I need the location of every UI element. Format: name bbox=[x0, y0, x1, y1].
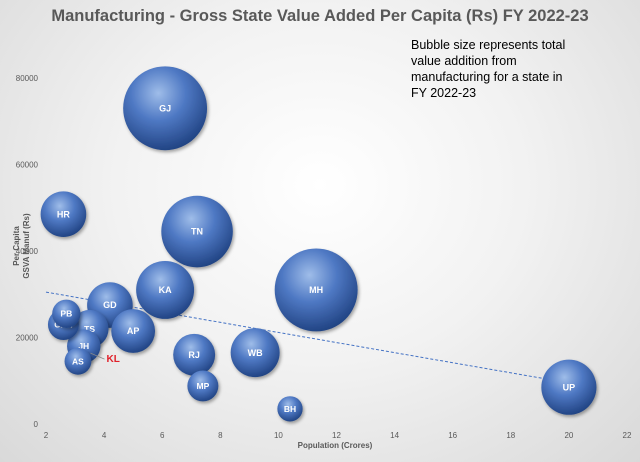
bubble-label-bh: BH bbox=[284, 404, 296, 414]
bubble-tn bbox=[161, 195, 233, 268]
y-tick-label: 60000 bbox=[16, 161, 39, 170]
x-tick-label: 18 bbox=[506, 431, 515, 440]
bubble-label-ts: TS bbox=[84, 324, 95, 334]
bubble-gj bbox=[123, 66, 208, 151]
chart-title: Manufacturing - Gross State Value Added … bbox=[51, 7, 589, 25]
y-tick-label: 80000 bbox=[16, 74, 39, 83]
bubble-ap bbox=[111, 309, 156, 353]
bubble-label-gj: GJ bbox=[159, 103, 171, 113]
bubble-mh bbox=[274, 248, 358, 332]
bubble-ka bbox=[136, 260, 195, 319]
bubble-label-mp: MP bbox=[196, 381, 209, 391]
x-tick-label: 10 bbox=[274, 431, 283, 440]
x-tick-label: 22 bbox=[623, 431, 632, 440]
bubble-label-rj: RJ bbox=[188, 350, 200, 360]
x-tick-label: 12 bbox=[332, 431, 341, 440]
bubble-as bbox=[64, 347, 92, 375]
bubble-label-wb: WB bbox=[248, 348, 263, 358]
x-tick-label: 8 bbox=[218, 431, 223, 440]
bubble-wb bbox=[230, 328, 280, 378]
x-tick-label: 2 bbox=[44, 431, 49, 440]
bubble-label-tn: TN bbox=[191, 227, 203, 237]
x-tick-label: 4 bbox=[102, 431, 107, 440]
bubble-label-mh: MH bbox=[309, 285, 323, 295]
bubble-hr bbox=[40, 191, 87, 238]
bubble-bh bbox=[277, 396, 303, 422]
bubble-label-ap: AP bbox=[127, 326, 140, 336]
bubble-label-ka: KA bbox=[159, 285, 172, 295]
trend-line bbox=[45, 291, 569, 384]
bubble-label-up: UP bbox=[563, 382, 576, 392]
x-tick-label: 20 bbox=[564, 431, 573, 440]
y-tick-label: 40000 bbox=[16, 247, 39, 256]
y-tick-label: 20000 bbox=[16, 334, 39, 343]
bubble-rj bbox=[173, 333, 216, 376]
bubble-up bbox=[541, 359, 597, 415]
bubble-label-hr: HR bbox=[57, 209, 70, 219]
bubble-pb bbox=[52, 299, 81, 328]
x-tick-label: 16 bbox=[448, 431, 457, 440]
x-tick-label: 6 bbox=[160, 431, 165, 440]
bubble-label-kl: KL bbox=[106, 354, 119, 365]
bubble-label-as: AS bbox=[72, 356, 84, 366]
bubble-mp bbox=[187, 370, 219, 402]
bubble-label-pb: PB bbox=[60, 309, 72, 319]
y-tick-label: 0 bbox=[34, 420, 39, 429]
x-axis-label: Population (Crores) bbox=[297, 441, 373, 450]
bubble-label-jh: JH bbox=[78, 341, 89, 351]
x-tick-label: 14 bbox=[390, 431, 399, 440]
bubble-label-gd: GD bbox=[103, 300, 117, 310]
bubble-size-note: Bubble size represents total value addit… bbox=[411, 38, 566, 100]
leader-line bbox=[90, 352, 105, 360]
